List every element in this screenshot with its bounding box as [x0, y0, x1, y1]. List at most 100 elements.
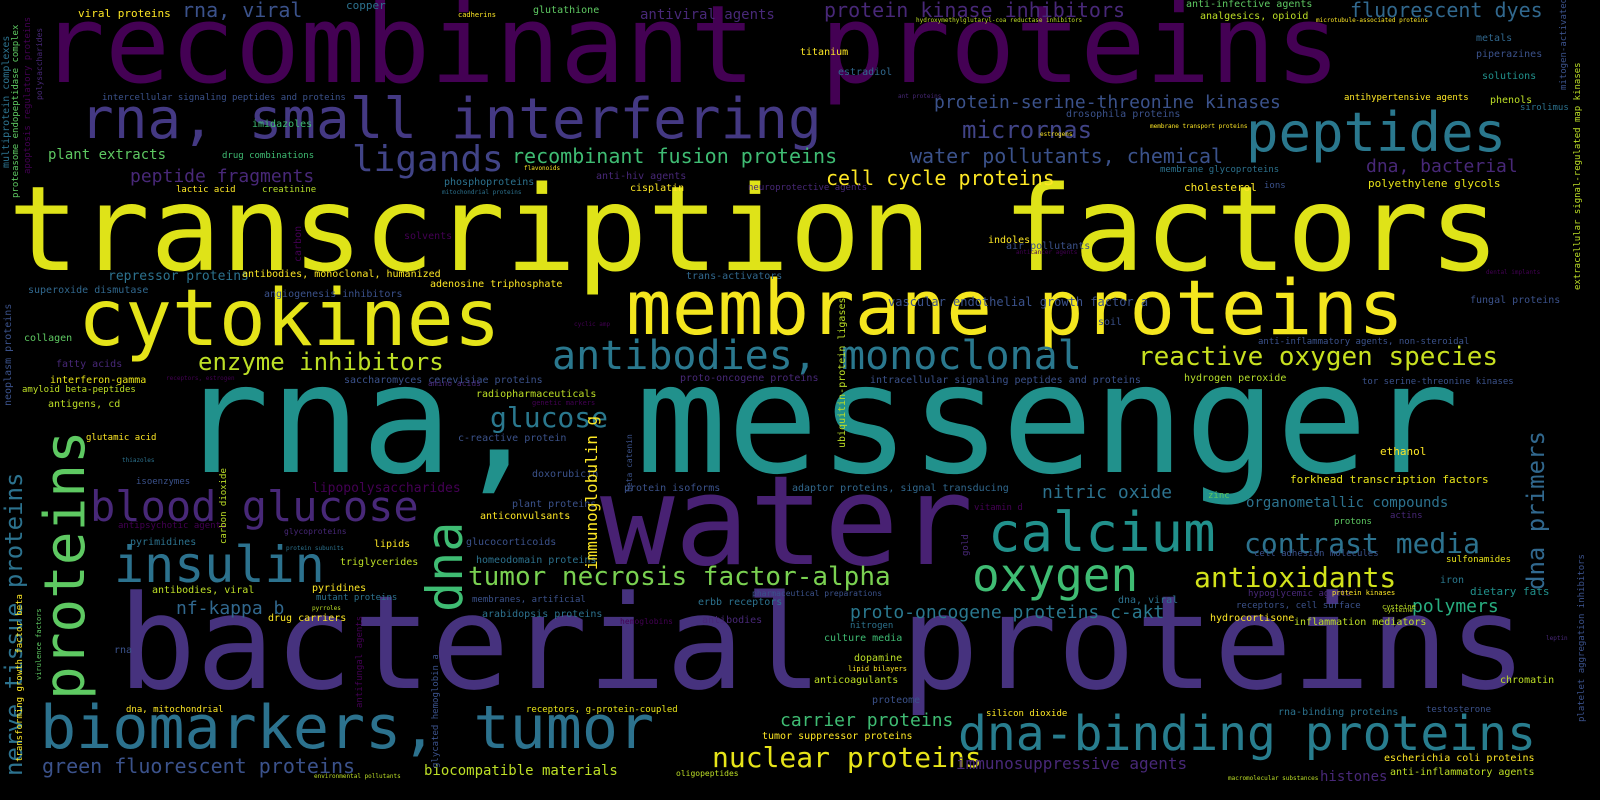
- word: antigens, cd: [48, 399, 121, 410]
- word: amyloid beta-peptides: [22, 385, 136, 395]
- word: protein kinases: [1332, 589, 1396, 597]
- word: piperazines: [1476, 49, 1543, 60]
- word: dna: [416, 521, 474, 612]
- word: tor serine-threonine kinases: [1362, 377, 1514, 387]
- word: recombinant proteins: [40, 0, 1341, 108]
- word: ligands: [352, 139, 504, 180]
- word: genetic markers: [532, 399, 596, 407]
- word: hydrocortisone: [1210, 613, 1295, 624]
- word: hypoglycemic agents: [1248, 589, 1351, 599]
- word: protein kinase inhibitors: [824, 0, 1126, 22]
- word: intercellular signaling peptides and pro…: [102, 93, 346, 103]
- word: pyrimidines: [130, 537, 197, 548]
- word: metals: [1476, 33, 1513, 44]
- word: lipopolysaccharides: [312, 481, 461, 496]
- word: glucocorticoids: [466, 537, 557, 548]
- word: neoplasm proteins: [3, 303, 14, 406]
- word: anti-infective agents: [1186, 0, 1313, 10]
- word: dna primers: [1522, 431, 1550, 590]
- word: antibodies, viral: [152, 585, 255, 596]
- word: immunoglobulin g: [582, 415, 601, 570]
- word: cell adhesion molecules: [1254, 549, 1379, 559]
- word: oxygen: [972, 548, 1139, 602]
- word: rna, small interfering: [80, 87, 822, 152]
- word: rna, messenger: [178, 331, 1460, 508]
- word: protein isoforms: [624, 483, 721, 494]
- word: angiogenesis inhibitors: [264, 289, 403, 300]
- word: fungal proteins: [1470, 295, 1561, 306]
- word: sulfonamides: [1446, 555, 1512, 565]
- word: glutamic acid: [86, 433, 157, 443]
- word: mitochondrial proteins: [442, 189, 522, 196]
- word: creatinine: [262, 185, 317, 195]
- word: plant extracts: [48, 147, 167, 163]
- word: pharmaceutical preparations: [752, 589, 883, 598]
- word: cytokines: [78, 274, 501, 364]
- word: ant proteins: [898, 93, 942, 100]
- word: isoenzymes: [136, 477, 191, 487]
- word: calcium: [988, 501, 1216, 564]
- word: cell cycle proteins: [826, 166, 1055, 190]
- word: ethanol: [1380, 445, 1427, 458]
- word: hydrogen peroxide: [1184, 373, 1287, 384]
- word: chromatin: [1500, 675, 1555, 686]
- word: zinc: [1208, 491, 1230, 501]
- word: green fluorescent proteins: [42, 754, 356, 778]
- word: carbon dioxide: [219, 468, 229, 544]
- word: nitrogen: [850, 621, 894, 631]
- word: inflammation mediators: [1294, 617, 1427, 628]
- word: trans-activators: [686, 271, 783, 282]
- word: mitogen-activated protein kinases: [1559, 0, 1569, 90]
- word: insulin: [114, 536, 325, 594]
- word: tumor necrosis factor-alpha: [468, 562, 891, 592]
- word: immunosuppressive agents: [956, 754, 1188, 773]
- word: proteins: [33, 430, 98, 700]
- word: iron: [1440, 575, 1465, 586]
- word: estradiol: [838, 67, 893, 78]
- word: interferon-gamma: [50, 375, 147, 386]
- word: drug combinations: [222, 151, 315, 161]
- word: anticancer agents: [1016, 249, 1078, 256]
- word: solvents: [404, 231, 453, 242]
- word: solutions: [1482, 71, 1537, 82]
- word: repressor proteins: [108, 269, 249, 284]
- word: proteome: [872, 695, 921, 706]
- word: pyridines: [312, 583, 367, 594]
- word: cysteine: [1382, 603, 1416, 611]
- word: testosterone: [1426, 705, 1492, 715]
- word: dna, mitochondrial: [126, 705, 224, 715]
- word: air pollutants: [1006, 241, 1091, 252]
- word: fatty acids: [56, 359, 123, 370]
- word: drosophila proteins: [1066, 109, 1181, 120]
- word: biomarkers, tumor: [40, 693, 655, 763]
- word: beta catenin: [625, 434, 634, 492]
- word: dietary fats: [1470, 585, 1550, 598]
- word: peptide fragments: [130, 166, 315, 187]
- word: membrane proteins: [626, 263, 1404, 352]
- word: neuroprotective agents: [748, 183, 868, 193]
- word: receptors, cell surface: [1236, 601, 1361, 611]
- word: biocompatible materials: [424, 763, 618, 779]
- word: antiviral agents: [640, 7, 775, 23]
- word: glucose: [490, 401, 609, 434]
- word: glutathione: [533, 5, 600, 16]
- word: oligopeptides: [676, 769, 739, 778]
- word: cisplatin: [630, 183, 685, 194]
- word: anti-hiv agents: [596, 171, 687, 182]
- word: polysaccharides: [35, 27, 44, 100]
- word: protein-serine-threonine kinases: [934, 92, 1281, 113]
- word: homeodomain proteins: [476, 555, 597, 566]
- word: silicon dioxide: [986, 709, 1068, 719]
- word: cadherins: [458, 11, 496, 19]
- word: cysteine: [1384, 607, 1413, 614]
- word: amino acids: [428, 379, 481, 388]
- word: anticoagulants: [814, 675, 899, 686]
- word: water pollutants, chemical: [910, 144, 1224, 168]
- word: culture media: [824, 633, 903, 644]
- word: tumor suppressor proteins: [762, 731, 913, 742]
- word: anti-inflammatory agents: [1390, 767, 1535, 778]
- word: sirolimus: [1520, 103, 1569, 113]
- word: antibodies, monoclonal: [552, 333, 1082, 379]
- word: antifungal agents: [355, 615, 365, 708]
